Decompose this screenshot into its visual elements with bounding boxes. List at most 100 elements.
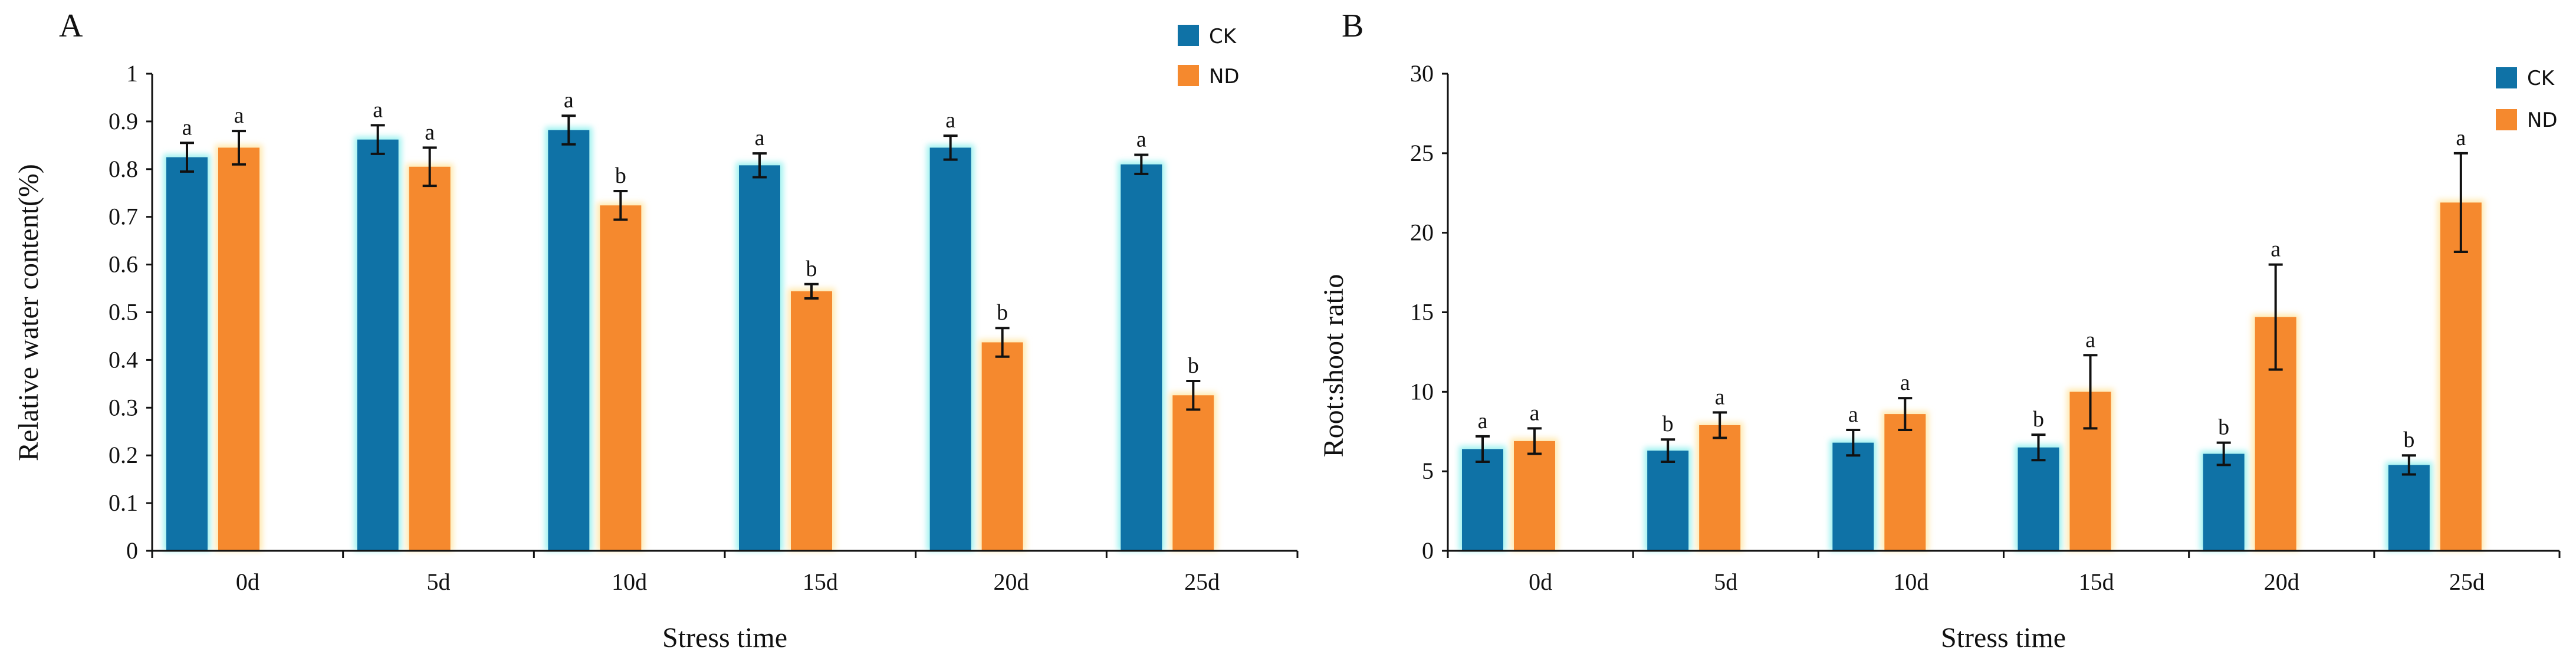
panel-a-bar-ck bbox=[548, 130, 590, 551]
panel-a-significance-letter: a bbox=[425, 120, 435, 144]
panel-b-x-tick-label: 10d bbox=[1893, 569, 1928, 595]
panel-b-x-tick-label: 25d bbox=[2449, 569, 2485, 595]
panel-a-significance-letter: b bbox=[615, 163, 626, 188]
panel-b-y-ticks: 0 5 10 15 20 25 30 bbox=[1410, 60, 1448, 564]
panel-a-y-tick-label: 0 bbox=[126, 537, 138, 564]
panel-a-y-tick-label: 0.1 bbox=[109, 489, 138, 516]
panel-b-significance-letter: a bbox=[1715, 385, 1725, 409]
panel-a-significance-letter: a bbox=[234, 103, 244, 128]
panel-b-x-tick-label: 0d bbox=[1529, 569, 1552, 595]
panel-a-y-tick-label: 1 bbox=[126, 60, 138, 87]
panel-a-significance-letter: a bbox=[564, 88, 574, 113]
panel-a-bar-nd bbox=[981, 342, 1023, 551]
panel-a-significance-letter: a bbox=[373, 97, 383, 122]
panel-a-y-tick-label: 0.9 bbox=[109, 108, 138, 134]
panel-b-significance-letter: b bbox=[2403, 428, 2414, 452]
panel-b-bar-nd bbox=[2440, 202, 2482, 551]
panel-b-bar-ck bbox=[2018, 447, 2059, 551]
panel-a-bar-ck bbox=[357, 139, 399, 551]
panel-a-y-tick-label: 0.7 bbox=[109, 203, 138, 230]
panel-a-significance-letter: b bbox=[1188, 353, 1199, 378]
panel-a-y-tick-label: 0.8 bbox=[109, 156, 138, 182]
panel-b-x-tick-label: 5d bbox=[1714, 569, 1737, 595]
panel-a-error-bars bbox=[180, 114, 1201, 411]
panel-a-y-tick-label: 0.4 bbox=[109, 346, 138, 373]
panel-a-bar-nd bbox=[600, 205, 642, 551]
panel-b-bar-ck bbox=[2388, 465, 2430, 551]
panel-a-significance-letter: a bbox=[182, 115, 192, 140]
panel-b-significance-letter: a bbox=[2456, 126, 2466, 150]
panel-a-bar-nd bbox=[1172, 395, 1214, 551]
panel-a-legend-label-ck: CK bbox=[1209, 25, 1237, 48]
panel-b-bar-ck bbox=[1462, 449, 1503, 551]
panel-a-bar-ck bbox=[1121, 164, 1162, 551]
panel-a-x-tick-label: 25d bbox=[1184, 569, 1220, 595]
panel-b-significance-letter: a bbox=[1900, 370, 1910, 395]
panel-b-significance-letter: a bbox=[1848, 402, 1858, 427]
panel-a-y-ticks: 0 0.1 0.2 0.3 0.4 0.5 0.6 0.7 0.8 0.9 1 bbox=[109, 60, 152, 564]
panel-a-significance-letter: a bbox=[755, 126, 765, 150]
panel-a-y-tick-label: 0.3 bbox=[109, 394, 138, 420]
panel-a-x-axis-title: Stress time bbox=[662, 622, 787, 653]
panel-a-legend: CK ND bbox=[1178, 25, 1240, 88]
panel-b-y-tick-label: 5 bbox=[1422, 458, 1434, 484]
panel-b-y-axis-title: Root:shoot ratio bbox=[1318, 274, 1349, 458]
panel-b-significance-letter: a bbox=[2085, 327, 2095, 352]
panel-b-bar-ck bbox=[1647, 451, 1689, 551]
panel-b-y-tick-label: 0 bbox=[1422, 537, 1434, 564]
panel-b-legend-label-ck: CK bbox=[2527, 67, 2555, 90]
panel-b-significance-letter: b bbox=[2218, 415, 2229, 440]
panel-b-bar-ck bbox=[2203, 454, 2245, 551]
panel-b-error-bars bbox=[1476, 152, 2468, 476]
panel-b-root-shoot-ratio: B 0 5 10 15 20 25 30 a b a b b b a a a a a a 0d 5d 10d 15d 20… bbox=[1318, 8, 2561, 653]
panel-b-y-tick-label: 10 bbox=[1410, 378, 1434, 405]
panel-a-x-tick-label: 5d bbox=[427, 569, 451, 595]
panel-a-bar-ck bbox=[739, 165, 780, 551]
panel-a-y-tick-label: 0.5 bbox=[109, 299, 138, 326]
panel-b-x-ticks: 0d 5d 10d 15d 20d 25d bbox=[1447, 551, 2561, 595]
panel-a-bar-ck bbox=[929, 147, 971, 551]
panel-a-legend-swatch-nd bbox=[1178, 65, 1199, 86]
panel-b-significance-letter: b bbox=[2033, 407, 2044, 432]
panel-b-bar-ck bbox=[1832, 442, 1874, 551]
panel-b-significance-labels: a b a b b b a a a a a a bbox=[1478, 126, 2466, 452]
panel-b-bars bbox=[1459, 199, 2485, 551]
panel-b-legend-label-nd: ND bbox=[2527, 109, 2558, 132]
panel-b-y-tick-label: 15 bbox=[1410, 299, 1434, 326]
panel-b-significance-letter: a bbox=[1530, 400, 1540, 425]
panel-b-letter: B bbox=[1342, 8, 1363, 44]
panel-a-bar-nd bbox=[218, 147, 259, 551]
panel-a-significance-labels: a a a a a a a a b b b b bbox=[182, 88, 1199, 378]
panel-a-bar-nd bbox=[791, 291, 832, 551]
panel-b-significance-letter: a bbox=[1478, 409, 1488, 433]
panel-b-x-tick-label: 15d bbox=[2079, 569, 2114, 595]
panel-a-x-tick-label: 10d bbox=[612, 569, 647, 595]
panel-a-bar-ck bbox=[166, 157, 208, 551]
panel-a-y-tick-label: 0.6 bbox=[109, 251, 138, 278]
panel-b-y-tick-label: 30 bbox=[1410, 60, 1434, 87]
panel-b-legend-swatch-nd bbox=[2496, 109, 2517, 130]
panel-a-relative-water-content: A 0 0.1 0.2 0.3 0.4 0.5 0.6 0.7 0.8 0.9 1 a a a a a a a a… bbox=[13, 8, 1299, 653]
panel-b-significance-letter: a bbox=[2271, 237, 2281, 262]
panel-a-bars bbox=[163, 127, 1217, 551]
panel-a-x-tick-label: 15d bbox=[803, 569, 838, 595]
panel-b-x-tick-label: 20d bbox=[2264, 569, 2299, 595]
panel-b-y-tick-label: 20 bbox=[1410, 219, 1434, 246]
panel-a-y-axis-title: Relative water content(%) bbox=[13, 164, 44, 461]
panel-b-x-axis-title: Stress time bbox=[1941, 622, 2066, 653]
panel-a-x-tick-label: 0d bbox=[236, 569, 259, 595]
panel-a-x-ticks: 0d 5d 10d 15d 20d 25d bbox=[151, 551, 1299, 595]
panel-b-significance-letter: b bbox=[1662, 412, 1674, 436]
panel-a-legend-swatch-ck bbox=[1178, 25, 1199, 46]
panel-a-significance-letter: a bbox=[945, 108, 955, 133]
panel-a-y-tick-label: 0.2 bbox=[109, 442, 138, 468]
panel-a-legend-label-nd: ND bbox=[1209, 65, 1240, 88]
panel-b-bar-nd bbox=[1884, 414, 1926, 551]
panel-a-x-tick-label: 20d bbox=[994, 569, 1029, 595]
panel-a-bar-nd bbox=[409, 166, 451, 551]
panel-a-letter: A bbox=[59, 8, 83, 44]
panel-a-significance-letter: b bbox=[806, 257, 817, 281]
panel-b-legend: CK ND bbox=[2496, 67, 2558, 132]
panel-b-bar-nd bbox=[1514, 441, 1555, 551]
panel-a-significance-letter: a bbox=[1136, 127, 1146, 152]
